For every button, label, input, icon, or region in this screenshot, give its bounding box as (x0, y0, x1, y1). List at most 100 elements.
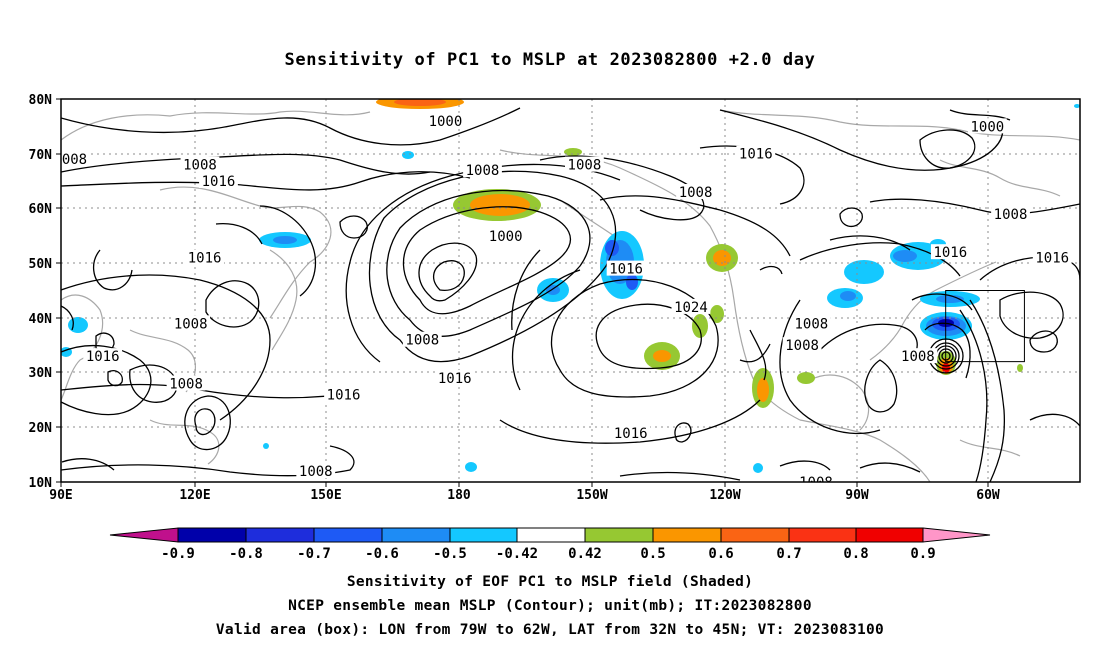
colorbar-tick-label: -0.6 (365, 546, 399, 562)
contour-label-bg (676, 184, 715, 200)
colorbar-tick-label: 0.7 (776, 546, 801, 562)
contour-label-bg (83, 348, 123, 364)
contour-label-bg (61, 151, 90, 167)
colorbar-tick-label: 0.42 (568, 546, 602, 562)
shade-patch (797, 372, 815, 384)
contour-label: 1016 (609, 262, 643, 278)
contour-label-bg (486, 227, 526, 243)
colorbar-tick-label: 0.5 (640, 546, 665, 562)
contour-label: 1008 (299, 464, 333, 480)
colorbar-tick-label: -0.5 (433, 546, 467, 562)
shade-patch (713, 250, 731, 266)
contour-label-bg (611, 424, 651, 440)
lon-tick-label: 90W (845, 488, 869, 503)
colorbar-segment (177, 527, 247, 543)
longitude-axis: 90E 120E 150E 180 150W 120W 90W 60W (49, 482, 1000, 503)
shade-patch (68, 317, 88, 333)
contour-label-bg (199, 173, 238, 189)
contour-label: 1000 (489, 229, 523, 245)
lon-tick-label: 120E (179, 488, 210, 503)
contour-label: 1016 (614, 426, 648, 442)
colorbar-segment (245, 527, 315, 543)
contour-label: 1024 (674, 300, 708, 316)
lat-tick-label: 50N (29, 257, 53, 272)
contour-label: 1016 (933, 245, 967, 261)
colorbar-segment (720, 527, 790, 543)
colorbar-segment (584, 527, 654, 543)
contour-label-bg (324, 386, 363, 402)
contour-label-bg (930, 244, 970, 260)
shade-patch (465, 462, 477, 472)
colorbar-segment (313, 527, 383, 543)
contour-label-bg (991, 205, 1030, 221)
page-title: Sensitivity of PC1 to MSLP at 2023082800… (284, 50, 816, 70)
colorbar-segment (516, 527, 586, 543)
contour-label: 1016 (327, 387, 361, 403)
contour-label: 1016 (202, 174, 236, 190)
lon-tick-label: 180 (447, 488, 471, 503)
colorbar-segment (788, 527, 857, 543)
colorbar-tick-label: 0.6 (708, 546, 733, 562)
shade-patch (757, 378, 769, 402)
shade-patch (1074, 104, 1080, 108)
lat-tick-label: 20N (29, 421, 53, 436)
contour-label-bg (185, 249, 224, 265)
contour-label: 1008 (794, 316, 828, 332)
contour-label-bg (736, 145, 776, 161)
contour-label-bg (564, 156, 604, 172)
contour-label: 1016 (438, 371, 472, 387)
lon-tick-label: 90E (49, 488, 72, 503)
coastlines (61, 109, 1080, 482)
shade-patch (273, 236, 297, 244)
shade-patch (470, 194, 530, 216)
lat-tick-label: 10N (29, 476, 53, 491)
shade-patch (844, 260, 884, 284)
contour-label: 1016 (739, 147, 773, 163)
contour-label: 1008 (466, 163, 500, 179)
contour-label: 1000 (971, 119, 1005, 135)
lon-tick-label: 150W (576, 488, 607, 503)
shade-patch (692, 314, 708, 338)
contour-label-bg (1032, 249, 1072, 265)
caption-line-3: Valid area (box): LON from 79W to 62W, L… (215, 622, 885, 638)
contour-label-bg (180, 156, 220, 172)
colorbar-max-triangle (922, 527, 991, 543)
shade-patch (1017, 364, 1023, 372)
shade-patch (710, 305, 724, 323)
contour-label-bg (967, 118, 1007, 134)
contour-label-bg (296, 463, 336, 479)
contour-label: 1008 (785, 338, 819, 354)
shade-patch (840, 291, 856, 301)
contour-label: 1008 (679, 185, 713, 201)
caption-line-2: NCEP ensemble mean MSLP (Contour); unit(… (288, 598, 812, 614)
colorbar-tick-label: 0.8 (843, 546, 868, 562)
contour-label-bg (402, 331, 442, 347)
contour-label-bg (671, 298, 711, 314)
shade-patch (605, 240, 619, 256)
contour-label-bg (463, 162, 502, 178)
lon-tick-label: 120W (709, 488, 740, 503)
colorbar-segment (381, 527, 451, 543)
contour-label: 1008 (169, 377, 203, 393)
shade-patch (936, 295, 964, 303)
contour-label: 1008 (183, 158, 217, 174)
contour-label: 1008 (53, 152, 87, 168)
map-frame (60, 98, 1081, 483)
lon-tick-label: 150E (310, 488, 341, 503)
lat-tick-label: 40N (29, 312, 53, 327)
contour-label: 1000 (429, 114, 463, 130)
contour-label: 1008 (901, 349, 935, 365)
contour-label-bg (782, 337, 822, 353)
colorbar-segment (652, 527, 722, 543)
lat-tick-label: 30N (29, 366, 53, 381)
contour-label-bg (898, 348, 938, 364)
contour-label-bg (166, 375, 206, 391)
graticule (61, 99, 1080, 482)
contour-label-bg (606, 260, 646, 276)
colorbar-tick-label: 0.9 (910, 546, 935, 562)
shade-patch (394, 99, 446, 106)
contour-label: 1016 (86, 349, 120, 365)
shade-patch (564, 148, 582, 156)
